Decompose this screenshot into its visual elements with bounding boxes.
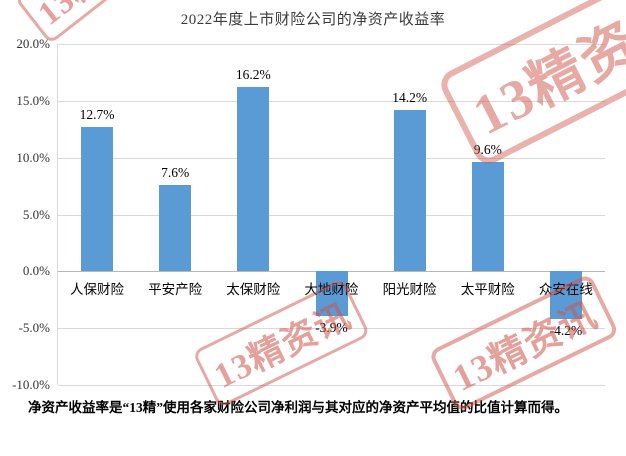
gridline bbox=[58, 214, 605, 216]
category-label: 众安在线 bbox=[538, 282, 593, 298]
footnote: 净资产收益率是“13精”使用各家财险公司净利润与其对应的净资产平均值的比值计算而… bbox=[28, 400, 568, 415]
bar bbox=[237, 87, 270, 272]
y-axis-tick-label: -10.0% bbox=[12, 377, 50, 392]
y-axis-tick-label: 0.0% bbox=[22, 263, 50, 279]
y-axis-tick-label: 20.0% bbox=[16, 36, 50, 51]
bar-value-label: 14.2% bbox=[392, 89, 428, 105]
y-axis-tick-label: 15.0% bbox=[16, 92, 50, 108]
gridline bbox=[58, 100, 605, 102]
y-axis-tick-label: 10.0% bbox=[16, 149, 50, 165]
chart-title: 2022年度上市财险公司的净资产收益率 bbox=[180, 12, 446, 28]
category-label: 阳光财险 bbox=[382, 282, 437, 298]
gridline bbox=[58, 157, 605, 159]
bar-value-label: 9.6% bbox=[473, 142, 502, 158]
category-label: 太平财险 bbox=[460, 282, 515, 298]
y-axis-tick-label: 5.0% bbox=[22, 206, 50, 222]
category-label: 人保财险 bbox=[70, 282, 124, 298]
bar-value-label: -4.2% bbox=[549, 323, 583, 339]
bar-value-label: 7.6% bbox=[161, 164, 190, 180]
bar bbox=[159, 184, 192, 272]
bar bbox=[81, 126, 114, 272]
gridline bbox=[58, 328, 605, 330]
bar bbox=[315, 271, 348, 316]
y-axis-tick-label: -5.0% bbox=[18, 320, 50, 336]
gridline bbox=[58, 44, 605, 45]
y-axis: 20.0% 15.0% 10.0% 5.0% 0.0% -5.0% -10.0% bbox=[0, 36, 50, 392]
bar bbox=[393, 109, 426, 272]
bar-value-label: -3.9% bbox=[315, 319, 348, 335]
category-label: 太保财险 bbox=[226, 282, 281, 298]
category-label: 平安产险 bbox=[148, 282, 203, 298]
bar-value-label: 12.7% bbox=[79, 106, 115, 122]
plot-area: 12.7% 人保财险 7.6% 平安产险 16.2% 太保财险 -3.9% 大地财险 14.2%… bbox=[57, 44, 605, 386]
bar-value-label: 16.2% bbox=[235, 67, 271, 83]
gridline bbox=[58, 385, 605, 386]
bar bbox=[549, 271, 582, 320]
bar bbox=[471, 162, 504, 272]
category-label: 大地财险 bbox=[304, 282, 359, 298]
